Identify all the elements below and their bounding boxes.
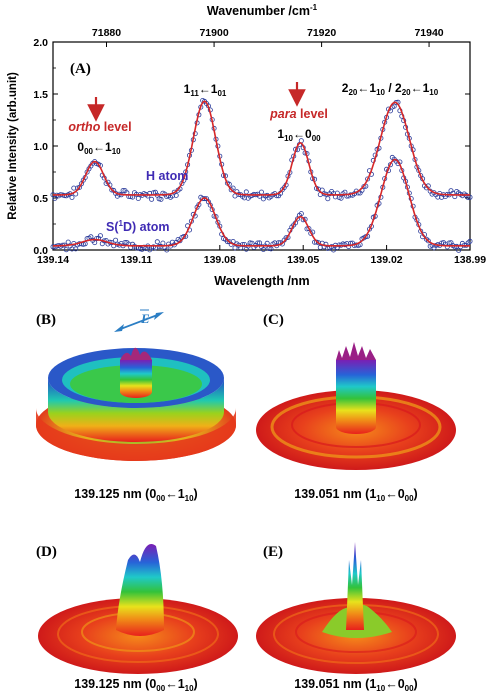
center-d-lobes: [116, 544, 164, 636]
center-b-column: [120, 360, 152, 398]
data-point: [444, 244, 450, 250]
x-tick-label: 139.11: [121, 254, 153, 266]
data-point: [109, 187, 115, 193]
h-atom-label: H atom: [146, 169, 188, 183]
spectrum-chart: 0.0 0.5 1.0 1.5 2.0 139.14 139.11 139.08 139.05…: [7, 3, 486, 288]
data-point: [239, 242, 245, 248]
fit-line: [53, 158, 470, 247]
data-point: [230, 185, 236, 191]
panel-label-a: (A): [70, 61, 91, 77]
caption-b: 139.125 nm (000←110): [74, 487, 197, 503]
data-point: [257, 240, 263, 246]
peak2-transition-label: 111←101: [184, 82, 227, 98]
top-axis-title: Wavenumber /cm-1: [207, 3, 318, 18]
data-point: [94, 236, 100, 242]
peak4-transition-label: 220←110 / 220←110: [342, 81, 439, 97]
data-point: [97, 233, 103, 239]
center-c-column: [336, 360, 376, 434]
panel-label-e: (E): [263, 544, 283, 560]
top-tick-label: 71920: [307, 27, 336, 39]
data-point: [65, 239, 71, 245]
peak3-transition-label: 110←000: [277, 127, 321, 143]
data-point: [69, 246, 75, 252]
center-c-peaks: [336, 342, 376, 360]
x-tick-label: 138.99: [454, 254, 486, 266]
data-point: [243, 189, 249, 195]
polarization-arrow: [117, 313, 161, 331]
data-point: [73, 246, 79, 252]
image-panel-c: (C) 139.051 nm (110←000): [256, 312, 456, 503]
ortho-level-label: ortho level: [68, 120, 131, 134]
caption-d: 139.125 nm (000←110): [74, 677, 197, 693]
data-point: [149, 196, 155, 202]
top-tick-label: 71880: [92, 27, 121, 39]
y-tick-label: 1.0: [33, 141, 48, 153]
data-point: [113, 237, 119, 243]
panel-label-b: (B): [36, 312, 56, 328]
para-level-label: para level: [269, 107, 328, 121]
x-tick-label: 139.05: [287, 254, 319, 266]
data-point: [232, 245, 238, 251]
data-point: [338, 195, 344, 201]
caption-c: 139.051 nm (110←000): [294, 487, 417, 503]
data-point: [247, 240, 253, 246]
image-panel-d: (D) 139.125 nm (000←110): [36, 544, 238, 693]
ring-b-front-wall: [36, 408, 236, 461]
data-point: [120, 187, 126, 193]
caption-e: 139.051 nm (110←000): [294, 677, 417, 693]
data-point: [467, 238, 473, 244]
peak1-transition-label: 000←110: [77, 140, 121, 156]
top-axis-ticks: 71880 71900 71920 71940: [92, 27, 444, 47]
x-tick-label: 139.14: [37, 254, 69, 266]
x-axis-title: Wavelength /nm: [214, 274, 309, 288]
ring-b-wall: [48, 378, 224, 442]
data-point: [323, 241, 329, 247]
image-panel-e: (E) 139.051 nm (110←000): [256, 542, 456, 693]
data-point: [268, 246, 274, 252]
image-panel-b: (B) E 139.125 nm (000←110): [36, 309, 236, 503]
x-tick-label: 139.08: [204, 254, 236, 266]
fit-line: [53, 100, 470, 196]
polarization-label: E: [140, 311, 150, 326]
top-tick-label: 71940: [414, 27, 443, 39]
y-tick-label: 2.0: [33, 37, 48, 49]
x-tick-label: 139.02: [371, 254, 403, 266]
data-point: [164, 247, 170, 253]
panel-label-c: (C): [263, 312, 284, 328]
data-point: [92, 240, 98, 246]
y-tick-label: 0.0: [33, 245, 48, 257]
center-b-peaks: [120, 347, 152, 360]
polarization-arrowhead-right: [154, 312, 164, 320]
data-point: [160, 240, 166, 246]
y-axis-title: Relative Intensity (arb.unit): [7, 72, 19, 220]
center-e-spike: [346, 542, 364, 630]
data-point: [135, 195, 141, 201]
s-atom-label: S(1D) atom: [106, 219, 169, 234]
data-point: [258, 189, 264, 195]
data-point: [330, 247, 336, 253]
panel-label-d: (D): [36, 544, 57, 560]
data-point: [306, 226, 312, 232]
y-axis-ticks: 0.0 0.5 1.0 1.5 2.0: [33, 37, 470, 257]
data-point: [63, 247, 69, 253]
fit-lines-group: [53, 100, 470, 247]
data-point: [325, 196, 331, 202]
y-tick-label: 0.5: [33, 193, 48, 205]
data-point: [154, 239, 160, 245]
top-tick-label: 71900: [199, 27, 228, 39]
data-point: [298, 211, 304, 217]
plot-frame: [52, 41, 471, 251]
polarization-arrowhead-left: [114, 324, 124, 332]
data-point: [243, 246, 249, 252]
data-point: [425, 238, 431, 244]
data-point: [173, 192, 179, 198]
y-tick-label: 1.5: [33, 89, 48, 101]
data-point: [158, 196, 164, 202]
data-point: [69, 194, 75, 200]
